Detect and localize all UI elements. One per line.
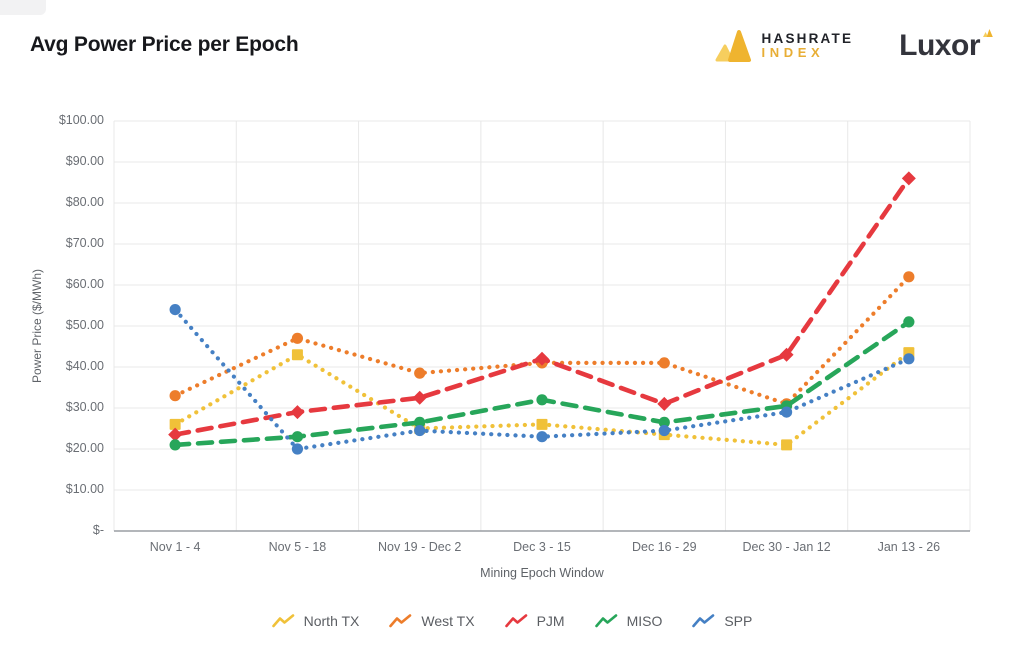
data-point-pjm — [901, 171, 916, 186]
legend-line-icon — [504, 614, 527, 628]
luxor-logo-icon — [983, 29, 993, 37]
data-point-pjm — [290, 405, 305, 420]
data-point-north-tx — [169, 418, 181, 430]
x-axis-title: Mining Epoch Window — [480, 566, 604, 580]
y-tick-label: $20.00 — [65, 441, 104, 455]
hashrate-logo-line1: HASHRATE — [761, 31, 854, 47]
legend-item-west-tx[interactable]: West TX — [389, 613, 475, 629]
y-tick-label: $50.00 — [65, 318, 104, 332]
data-point-pjm — [535, 351, 549, 366]
x-tick-label: Nov 1 - 4 — [149, 540, 201, 554]
legend-label: North TX — [303, 613, 360, 629]
x-tick-label: Nov 19 - Dec 2 — [378, 540, 462, 554]
x-tick-label: Dec 30 - Jan 12 — [742, 540, 831, 554]
legend-item-miso[interactable]: MISO — [594, 613, 663, 629]
data-point-spp — [536, 431, 548, 443]
legend-line-icon — [271, 614, 294, 628]
y-tick-label: $100.00 — [58, 113, 104, 127]
page-title: Avg Power Price per Epoch — [30, 33, 299, 56]
luxor-logo-text: Luxor — [899, 29, 980, 62]
legend-line-icon — [692, 614, 715, 628]
legend-label: MISO — [626, 613, 663, 629]
data-point-west-tx — [658, 357, 670, 369]
data-point-miso — [414, 416, 426, 428]
data-point-spp — [903, 353, 915, 365]
x-tick-label: Jan 13 - 26 — [877, 540, 941, 554]
hashrate-index-logo: HASHRATE INDEX — [713, 28, 854, 64]
legend-item-pjm[interactable]: PJM — [504, 613, 565, 629]
corner-artifact — [0, 0, 46, 15]
data-point-north-tx — [536, 418, 548, 430]
data-point-west-tx — [414, 367, 426, 379]
data-point-pjm — [779, 347, 794, 362]
y-tick-label: $90.00 — [65, 154, 104, 168]
data-point-pjm — [412, 390, 427, 405]
hashrate-logo-line2: INDEX — [761, 45, 825, 61]
y-axis-title: Power Price ($/MWh) — [30, 268, 44, 384]
chart-legend: North TX West TX PJM MISO SPP — [0, 613, 1024, 629]
x-tick-label: Dec 16 - 29 — [631, 540, 697, 554]
y-tick-label: $70.00 — [65, 236, 104, 250]
luxor-logo: Luxor — [899, 29, 994, 63]
legend-item-north-tx[interactable]: North TX — [271, 613, 360, 629]
data-point-miso — [536, 394, 548, 406]
data-point-north-tx — [781, 439, 793, 451]
legend-label: PJM — [536, 613, 565, 629]
data-point-spp — [414, 424, 426, 437]
legend-line-icon — [389, 614, 412, 628]
data-point-spp — [780, 406, 793, 418]
y-tick-label: $- — [92, 523, 104, 537]
y-tick-label: $30.00 — [65, 400, 104, 414]
brand-logos: HASHRATE INDEX Luxor — [713, 28, 994, 64]
legend-label: West TX — [421, 613, 475, 629]
data-point-spp — [291, 443, 304, 455]
y-tick-label: $10.00 — [65, 482, 104, 496]
data-point-spp — [658, 424, 670, 437]
legend-line-icon — [594, 614, 617, 628]
data-point-pjm — [168, 427, 183, 442]
x-tick-label: Nov 5 - 18 — [268, 540, 327, 554]
x-tick-label: Dec 3 - 15 — [513, 540, 571, 554]
hashrate-index-logo-icon — [715, 30, 751, 62]
data-point-pjm — [657, 396, 672, 411]
data-point-west-tx — [291, 332, 304, 344]
data-point-west-tx — [169, 390, 181, 402]
y-tick-label: $60.00 — [65, 277, 104, 291]
data-point-miso — [291, 431, 304, 443]
legend-label: SPP — [724, 613, 753, 629]
data-point-miso — [169, 439, 181, 451]
legend-item-spp[interactable]: SPP — [692, 613, 752, 629]
y-tick-label: $80.00 — [65, 195, 104, 209]
data-point-west-tx — [903, 271, 915, 283]
y-tick-label: $40.00 — [65, 359, 104, 373]
hashrate-index-logo-text: HASHRATE INDEX — [762, 31, 854, 61]
data-point-miso — [903, 316, 915, 328]
data-point-miso — [658, 416, 670, 428]
data-point-spp — [169, 304, 181, 316]
data-point-north-tx — [291, 349, 303, 361]
